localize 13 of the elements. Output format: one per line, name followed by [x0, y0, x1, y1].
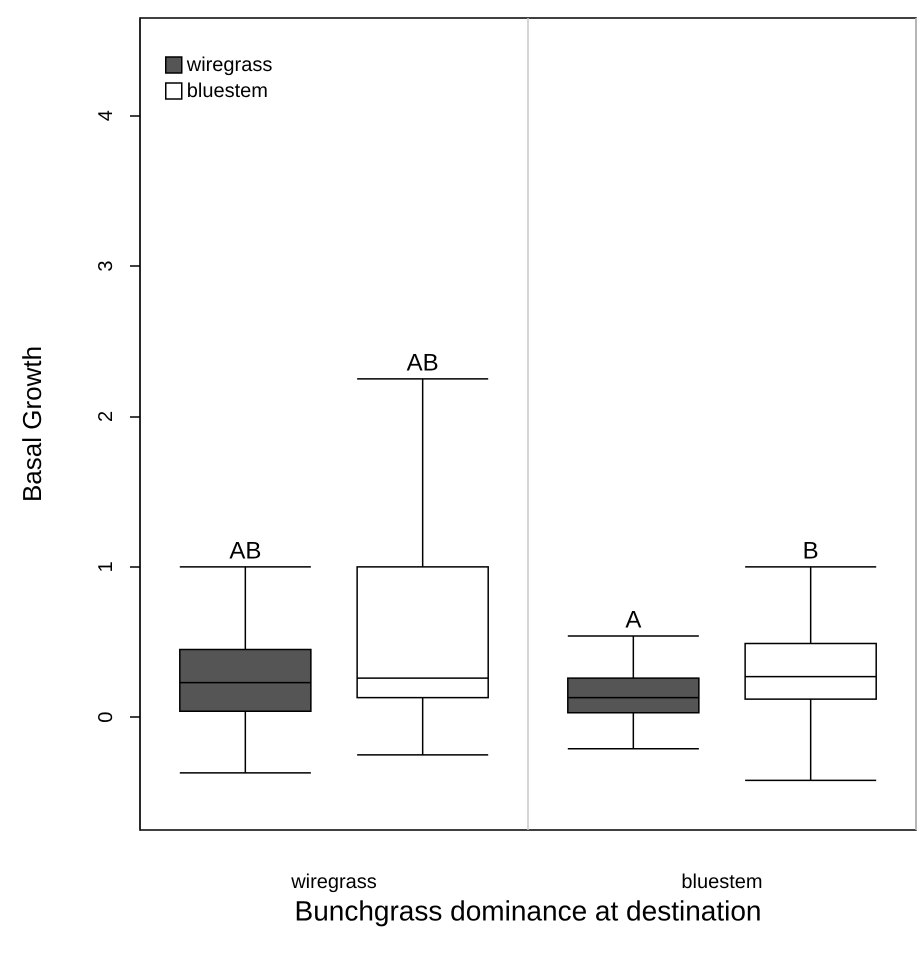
legend-label: bluestem [186, 80, 268, 102]
annotation: B [802, 537, 819, 564]
annotation: AB [406, 349, 439, 376]
y-tick-label: 0 [95, 712, 117, 723]
annotation: A [625, 606, 642, 634]
legend-label: wiregrass [186, 54, 272, 76]
y-tick-label: 1 [95, 561, 117, 572]
y-axis-title: Basal Growth [17, 346, 47, 502]
x-axis-title: Bunchgrass dominance at destination [294, 895, 762, 926]
y-tick-label: 3 [95, 260, 117, 272]
y-tick-label: 2 [95, 410, 117, 422]
y-tick-label: 4 [95, 110, 117, 122]
annotation: AB [229, 537, 262, 564]
